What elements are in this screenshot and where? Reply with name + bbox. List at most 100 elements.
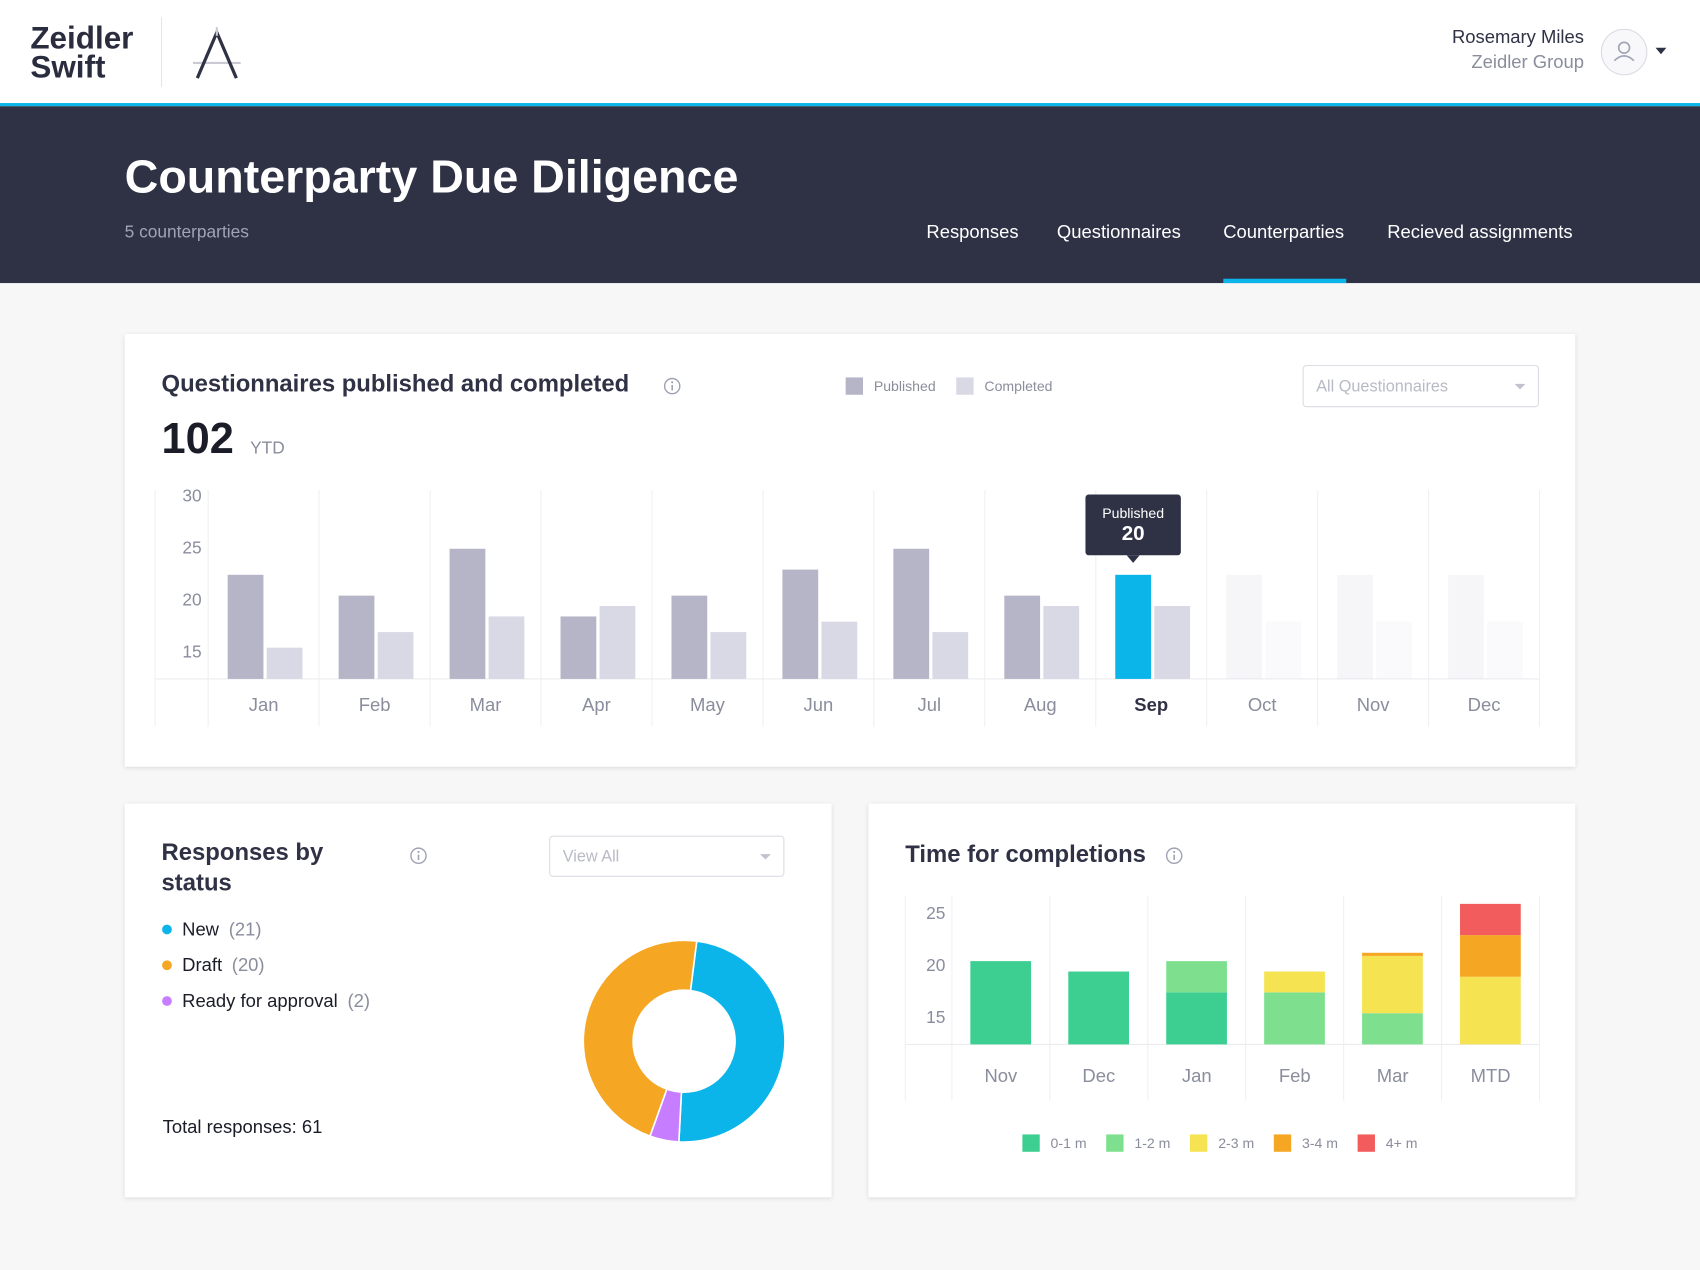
bar[interactable] [488, 616, 525, 679]
tooltip-arrow [1126, 555, 1140, 563]
bar-segment[interactable] [1362, 955, 1423, 1014]
bar-segment[interactable] [1264, 971, 1325, 993]
dropdown-text: All Questionnaires [1316, 377, 1448, 395]
bar[interactable] [599, 606, 636, 679]
bar[interactable] [671, 595, 708, 679]
dropdown[interactable] [1302, 364, 1539, 408]
user-org: Zeidler Group [1471, 51, 1584, 72]
bar[interactable] [1226, 574, 1262, 679]
x-tick-label: Feb [359, 694, 391, 715]
x-tick-label: Jun [804, 694, 834, 715]
tooltip-value: 20 [1122, 522, 1145, 545]
bar[interactable] [1337, 574, 1373, 679]
bar[interactable] [1004, 595, 1041, 679]
bar[interactable] [266, 647, 303, 679]
legend-label: 1-2 m [1134, 1135, 1170, 1151]
bar-segment[interactable] [1362, 1013, 1423, 1045]
x-tick-label: May [690, 694, 726, 715]
legend-value: (20) [232, 954, 265, 975]
x-tick-label: Feb [1279, 1065, 1311, 1086]
nav: Responses Questionnaires Counterparties Rec… [926, 221, 1573, 284]
legend-label: Ready for approval [182, 990, 338, 1011]
donut-slice[interactable] [649, 1088, 683, 1143]
x-tick-label: Jan [1182, 1065, 1212, 1086]
chart-completions: Time for completions 15 20 25 Nov Dec Jan Feb Ma… [904, 841, 1541, 1152]
donut-slice[interactable] [677, 940, 786, 1143]
legend-value: (2) [348, 990, 371, 1011]
legend-label: New [182, 918, 220, 939]
bar[interactable] [227, 574, 264, 679]
legend-value: (21) [229, 918, 262, 939]
bar-segment[interactable] [1362, 952, 1423, 956]
bar[interactable] [782, 569, 819, 679]
bar[interactable] [1115, 574, 1152, 679]
bar-segment[interactable] [1068, 971, 1129, 1045]
bar[interactable] [1448, 574, 1484, 679]
chart-responses: Responses by status View All New (21) Draft (… [162, 835, 786, 1143]
info-icon[interactable] [663, 377, 681, 395]
bar-segment[interactable] [1460, 903, 1521, 936]
bar-segment[interactable] [970, 961, 1032, 1045]
nav-item[interactable]: Questionnaires [1057, 221, 1181, 242]
bar[interactable] [893, 548, 930, 679]
card-title-box: Responses by status [162, 838, 324, 895]
accent-line [0, 103, 1700, 107]
nav-item[interactable]: Counterparties [1223, 221, 1344, 242]
legend-swatch [1273, 1134, 1292, 1152]
x-tick-label: Nov [985, 1065, 1019, 1086]
page-subtitle: 5 counterparties [125, 222, 250, 242]
user-menu-caret[interactable] [1655, 47, 1667, 55]
card-title: Time for completions [905, 841, 1146, 868]
nav-item[interactable]: Recieved assignments [1387, 221, 1572, 242]
bar[interactable] [560, 616, 597, 679]
logo-text[interactable]: Swift [30, 50, 106, 85]
bar[interactable] [1376, 621, 1412, 679]
legend-swatch [1106, 1134, 1124, 1152]
bar[interactable] [821, 621, 858, 679]
bar[interactable] [932, 632, 969, 679]
info-icon[interactable] [410, 847, 427, 865]
nav-item[interactable]: Responses [926, 221, 1018, 242]
donut-slice[interactable] [582, 939, 698, 1138]
hero [0, 106, 1700, 284]
bar-segment[interactable] [1166, 992, 1227, 1045]
bar[interactable] [1043, 606, 1080, 679]
info-icon-dot [671, 381, 674, 384]
bar[interactable] [377, 632, 414, 679]
nav-active-indicator [1223, 278, 1347, 284]
bar-segment[interactable] [1460, 976, 1521, 1045]
bar[interactable] [710, 632, 747, 679]
legend-label: 3-4 m [1302, 1135, 1338, 1151]
info-icon[interactable] [1165, 847, 1183, 865]
bar[interactable] [338, 595, 375, 679]
x-tick-label: Jan [249, 694, 279, 715]
bar[interactable] [1265, 621, 1302, 679]
bar[interactable] [1487, 621, 1523, 679]
logo-text[interactable]: Zeidler [30, 20, 133, 55]
page-title: Counterparty Due Diligence [125, 150, 739, 202]
legend-swatch [1190, 1134, 1208, 1152]
x-tick-label: Aug [1024, 694, 1057, 715]
bar[interactable] [449, 548, 486, 679]
legend-label: 4+ m [1386, 1135, 1418, 1151]
y-tick-label: 20 [926, 955, 945, 975]
legend-swatch [1357, 1134, 1375, 1152]
legend-swatch [845, 377, 864, 395]
logo-icon [192, 27, 241, 79]
avatar[interactable] [1600, 28, 1648, 76]
x-tick-label: Apr [582, 694, 611, 715]
dropdown[interactable] [549, 835, 785, 877]
y-tick-label: 30 [182, 485, 201, 505]
tooltip-title: Published [1102, 505, 1164, 521]
bar[interactable] [1154, 606, 1191, 679]
bar-segment[interactable] [1166, 961, 1227, 993]
legend-label: 0-1 m [1051, 1135, 1087, 1151]
bar-segment[interactable] [1460, 935, 1521, 977]
total-unit: YTD [250, 438, 285, 458]
bar-segment[interactable] [1264, 992, 1325, 1045]
tooltip [1085, 494, 1181, 556]
y-tick-label: 15 [926, 1007, 945, 1027]
x-tick-label: Mar [1377, 1065, 1409, 1086]
